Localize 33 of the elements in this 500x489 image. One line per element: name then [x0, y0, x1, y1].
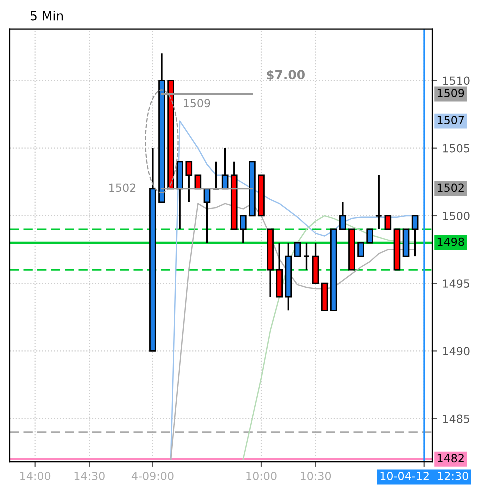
ref-line-label: 1498	[438, 238, 464, 246]
candlestick	[294, 242, 302, 258]
candlestick	[186, 161, 193, 204]
x-tick-label: 10:00	[246, 472, 277, 480]
candlestick	[412, 215, 419, 258]
annotation: 1502	[438, 184, 464, 192]
annotation: 1507	[438, 116, 464, 125]
candlestick	[303, 242, 310, 271]
annotation: 1502	[110, 184, 136, 192]
x-tick-label: 14:00	[20, 472, 51, 480]
annotation: 1509	[184, 99, 210, 108]
y-tick-label: 1495	[443, 280, 470, 288]
y-tick-label: 1500	[443, 212, 470, 220]
line-series	[242, 215, 416, 460]
y-tick-label: 1505	[443, 144, 470, 153]
candlestick	[376, 174, 383, 230]
x-tick-label: 14:30	[74, 472, 105, 480]
chart-title: 5 Min	[30, 11, 64, 21]
candlestick	[384, 215, 392, 230]
y-tick-label: 1490	[443, 347, 470, 356]
y-tick-label: 1485	[443, 414, 470, 424]
x-tick-label: 10-04-12 12:30	[380, 472, 468, 480]
candlestick	[366, 228, 374, 244]
annotation: $7.00	[267, 70, 305, 82]
candlestick	[340, 202, 346, 230]
x-tick-label: 4-09:00	[132, 472, 174, 480]
candlestick	[194, 174, 202, 190]
y-tick-label: 1510	[443, 76, 470, 86]
x-tick-label: 10:30	[301, 472, 332, 480]
candlestick	[240, 215, 247, 244]
candlestick	[358, 242, 364, 258]
ref-line-label: 1482	[438, 454, 464, 463]
annotation: 1509	[438, 89, 464, 98]
